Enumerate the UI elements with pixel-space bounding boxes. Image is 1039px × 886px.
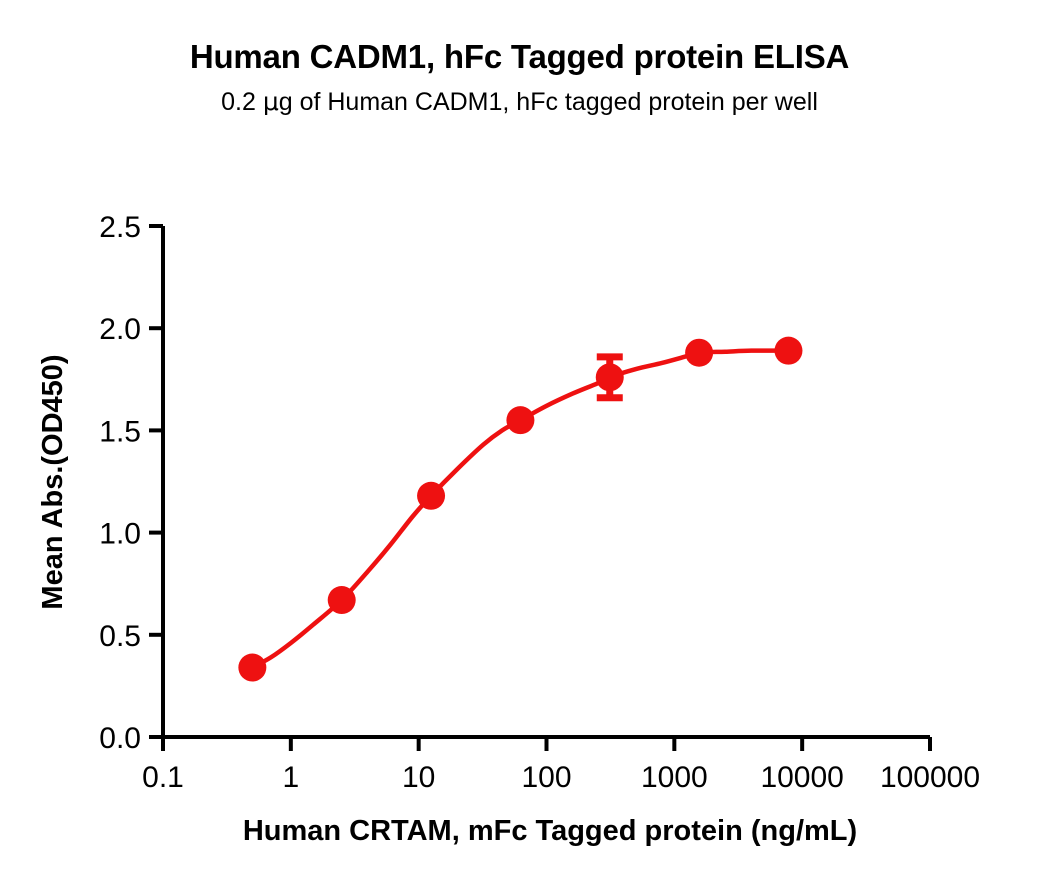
x-tick-label: 10000	[760, 761, 843, 794]
x-tick-label: 10	[402, 761, 435, 794]
x-axis-title: Human CRTAM, mFc Tagged protein (ng/mL)	[243, 815, 857, 847]
y-tick-label: 0.5	[99, 620, 141, 653]
y-tick-label: 2.5	[99, 211, 141, 244]
x-tick-label: 1	[282, 761, 299, 794]
y-axis-tick-labels: 0.0 0.5 1.0 1.5 2.0 2.5	[99, 211, 141, 755]
data-point	[774, 336, 803, 365]
y-axis-title: Mean Abs.(OD450)	[37, 354, 69, 609]
x-tick-label: 0.1	[142, 761, 184, 794]
data-point	[685, 338, 714, 367]
x-axis-tick-labels: 0.1 1 10 100 1000 10000 100000	[142, 761, 980, 794]
y-tick-label: 2.0	[99, 313, 141, 346]
x-tick-label: 1000	[641, 761, 708, 794]
fit-curve	[250, 348, 791, 670]
x-tick-label: 100000	[880, 761, 980, 794]
data-point	[417, 481, 446, 510]
axes	[161, 226, 930, 739]
x-tick-label: 100	[521, 761, 571, 794]
chart-subtitle-prefix: 0.2	[221, 88, 263, 116]
y-tick-label: 0.0	[99, 722, 141, 755]
chart-subtitle: 0.2 μg of Human CADM1, hFc tagged protei…	[0, 87, 1039, 117]
chart-title: Human CADM1, hFc Tagged protein ELISA	[189, 38, 850, 75]
y-tick-label: 1.0	[99, 518, 141, 551]
micro-symbol: μ	[262, 87, 279, 116]
data-point	[238, 653, 267, 682]
data-point	[327, 586, 356, 615]
y-axis-ticks	[149, 224, 163, 739]
data-point	[506, 406, 535, 435]
x-axis-ticks	[161, 737, 932, 751]
data-points	[238, 336, 803, 682]
data-point	[595, 363, 624, 392]
y-tick-label: 1.5	[99, 415, 141, 448]
chart-subtitle-suffix: g of Human CADM1, hFc tagged protein per…	[278, 88, 818, 116]
